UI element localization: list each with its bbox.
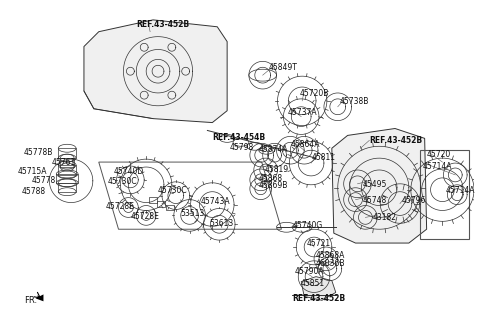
Text: 45798: 45798 bbox=[230, 143, 254, 152]
Bar bbox=[420, 150, 469, 239]
Text: 45811: 45811 bbox=[312, 153, 336, 162]
Text: REF.43-452B: REF.43-452B bbox=[292, 294, 346, 303]
Text: 45721: 45721 bbox=[306, 239, 330, 248]
Text: 45790A: 45790A bbox=[294, 267, 324, 276]
Text: 43182: 43182 bbox=[372, 213, 396, 222]
Text: 45851: 45851 bbox=[300, 279, 324, 288]
Text: REF.43-454B: REF.43-454B bbox=[212, 133, 265, 142]
Bar bbox=[149, 197, 157, 203]
Text: 46036B: 46036B bbox=[316, 259, 346, 268]
Bar bbox=[157, 201, 165, 207]
Text: 45730C: 45730C bbox=[158, 186, 188, 195]
Polygon shape bbox=[84, 20, 227, 123]
Text: 45748: 45748 bbox=[362, 196, 387, 205]
Text: 45715A: 45715A bbox=[18, 167, 47, 176]
Text: 45849T: 45849T bbox=[269, 63, 298, 72]
Bar bbox=[60, 158, 74, 167]
Text: 45778B: 45778B bbox=[24, 148, 53, 157]
Text: 45495: 45495 bbox=[362, 180, 387, 189]
Text: 45778: 45778 bbox=[32, 176, 56, 185]
Text: 45761: 45761 bbox=[51, 158, 76, 167]
Polygon shape bbox=[36, 294, 44, 301]
Text: 45714A: 45714A bbox=[423, 162, 452, 171]
Text: 45788: 45788 bbox=[22, 187, 46, 196]
Text: 45819: 45819 bbox=[264, 165, 289, 174]
Text: 45869B: 45869B bbox=[259, 181, 288, 190]
Text: 45740G: 45740G bbox=[292, 221, 323, 230]
Text: 45738B: 45738B bbox=[340, 97, 369, 106]
Text: 45864A: 45864A bbox=[290, 140, 320, 149]
Bar bbox=[58, 148, 76, 158]
Text: 45728E: 45728E bbox=[131, 212, 159, 221]
Text: 45740D: 45740D bbox=[114, 167, 144, 176]
Text: REF.43-452B: REF.43-452B bbox=[136, 20, 190, 29]
Text: 45720B: 45720B bbox=[299, 89, 329, 98]
Text: 45730C: 45730C bbox=[108, 177, 137, 186]
Text: 45796: 45796 bbox=[402, 196, 426, 205]
Bar bbox=[58, 183, 76, 192]
Text: 45868A: 45868A bbox=[316, 251, 346, 260]
Bar bbox=[58, 165, 76, 175]
Bar bbox=[56, 174, 78, 183]
Text: 45720: 45720 bbox=[427, 150, 451, 159]
Text: 45737A: 45737A bbox=[288, 108, 317, 117]
Polygon shape bbox=[332, 128, 427, 243]
Text: 53513: 53513 bbox=[181, 209, 205, 218]
Text: 45728E: 45728E bbox=[106, 202, 134, 211]
Text: FR.: FR. bbox=[24, 296, 37, 305]
Text: 45714A: 45714A bbox=[445, 186, 475, 195]
Text: 45743A: 45743A bbox=[201, 197, 230, 206]
Text: 45868: 45868 bbox=[259, 174, 283, 183]
Text: REF.43-452B: REF.43-452B bbox=[369, 136, 422, 145]
Text: 53613: 53613 bbox=[209, 219, 234, 228]
Text: 45874A: 45874A bbox=[259, 145, 288, 154]
Bar bbox=[166, 205, 174, 210]
Polygon shape bbox=[301, 277, 336, 300]
